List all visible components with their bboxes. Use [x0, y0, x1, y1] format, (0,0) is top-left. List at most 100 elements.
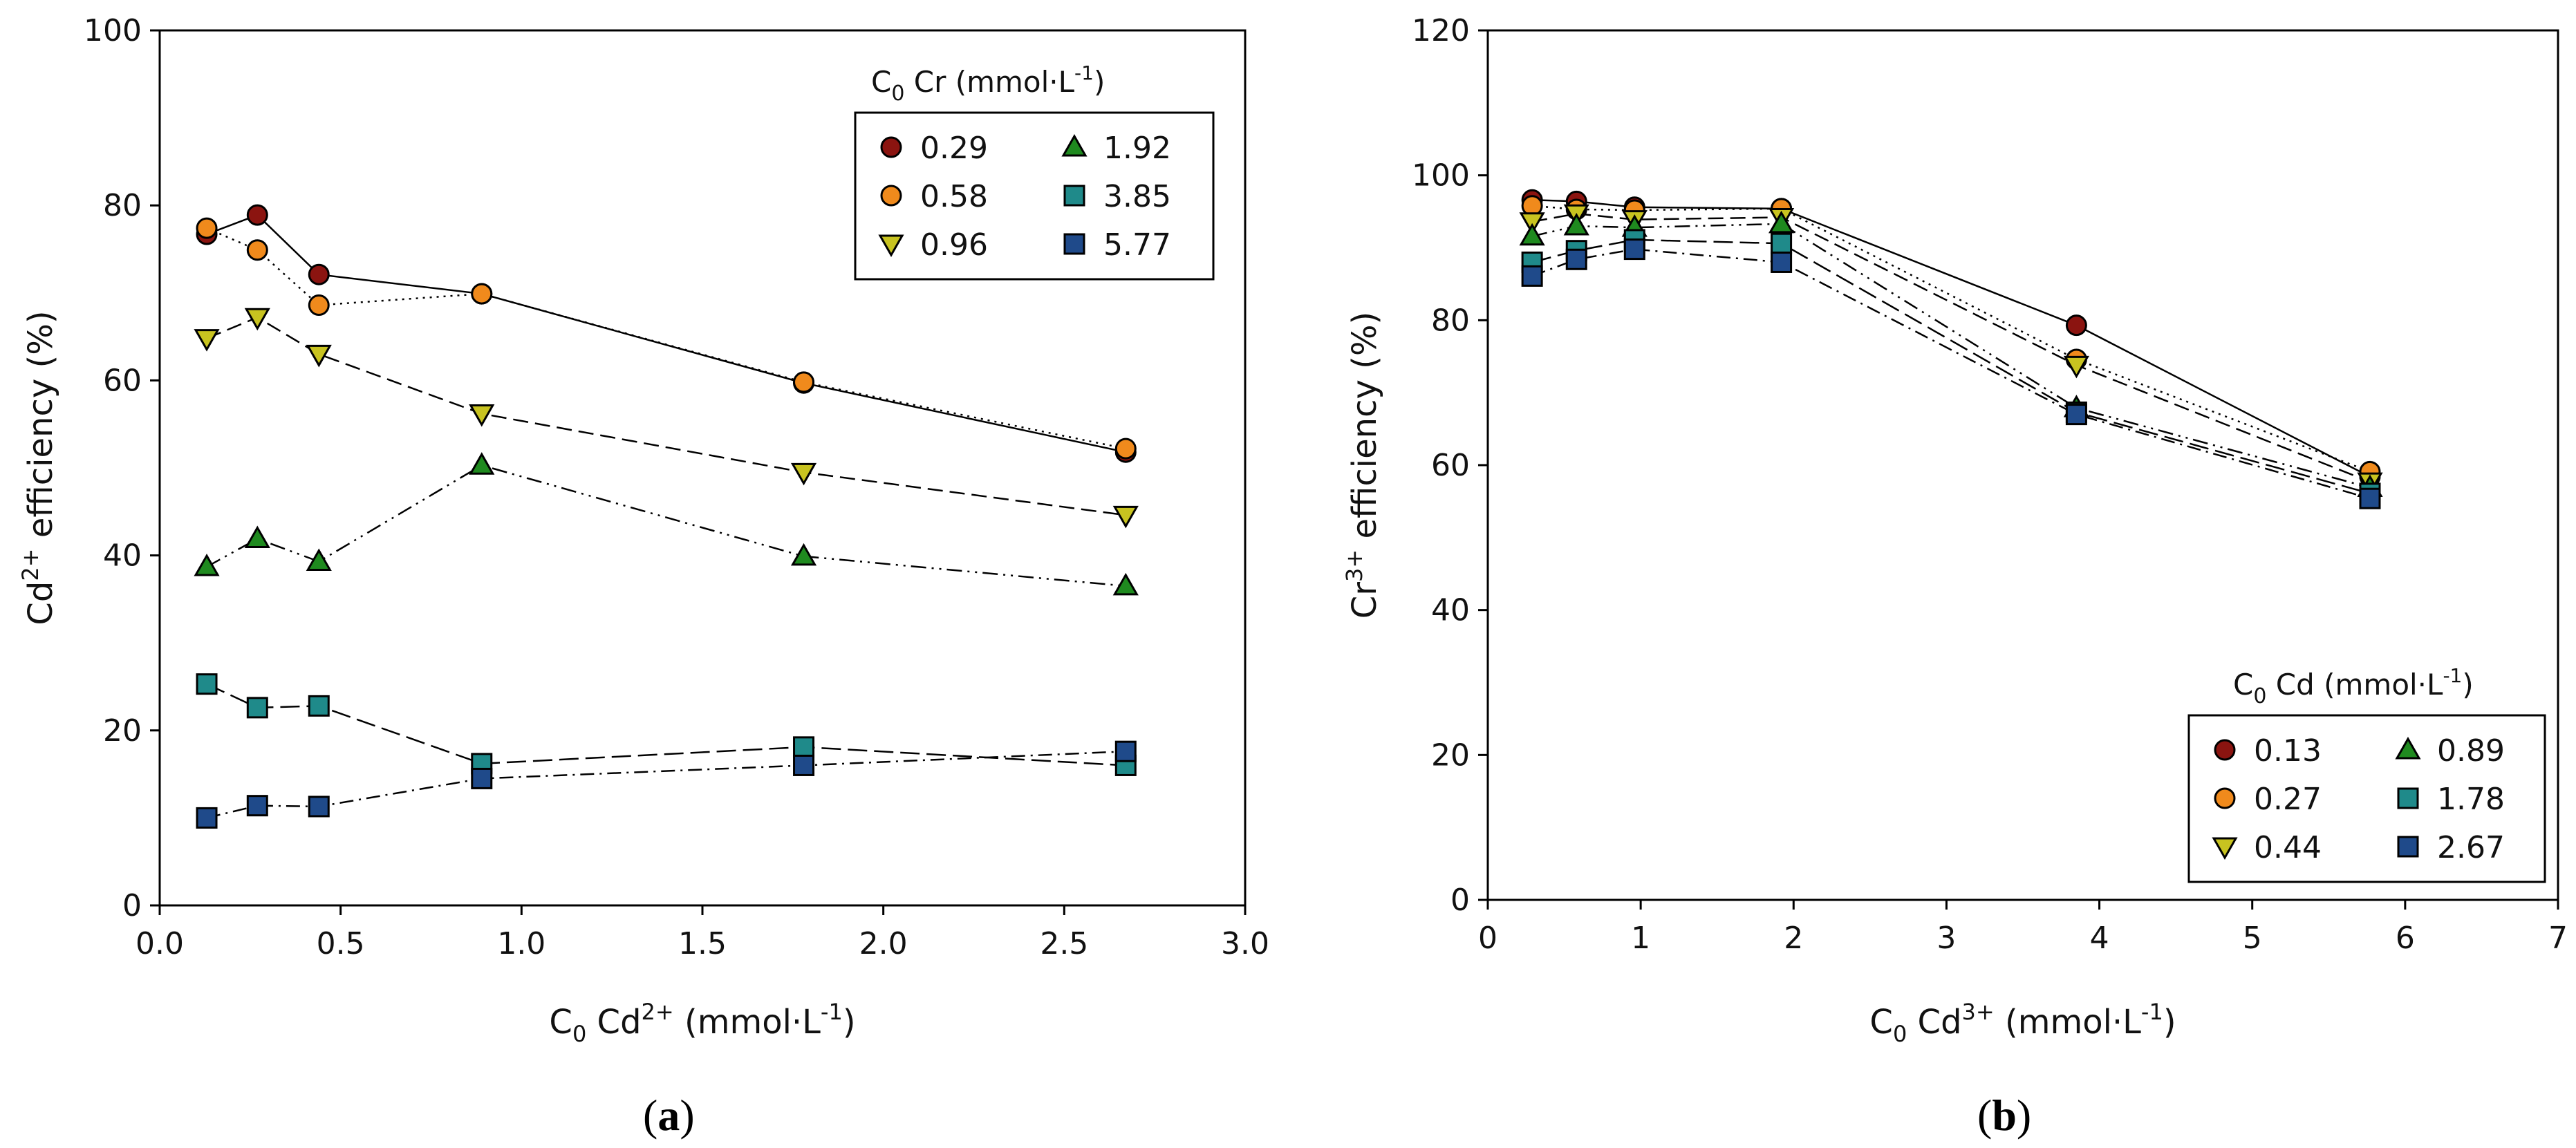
- panel-label-letter: b: [1992, 1091, 2017, 1140]
- legend-marker-0.44: [2212, 837, 2238, 860]
- y-axis-label-main: Cd: [21, 581, 60, 625]
- series-line-1.78: [1531, 238, 2371, 495]
- y-tick-label: 40: [1431, 593, 1470, 628]
- y-tick-label: 100: [84, 13, 142, 48]
- legend-label: 0.89: [2437, 733, 2505, 769]
- data-point-0.58: [793, 371, 815, 393]
- x-tick-label: 2: [1784, 921, 1803, 956]
- x-axis-label-sub: 0: [1893, 1021, 1907, 1047]
- y-tick-label: 60: [103, 363, 142, 398]
- panel-label-close: ): [2017, 1091, 2031, 1140]
- legend-marker-0.29: [880, 136, 902, 158]
- x-tick-label: 6: [2396, 921, 2415, 956]
- legend-label: 2.67: [2437, 830, 2505, 865]
- legend-label: 0.96: [920, 227, 988, 263]
- x-axis-label-mid: Cd: [586, 1003, 641, 1042]
- legend-label: 0.44: [2254, 830, 2322, 865]
- data-point-1.92: [1112, 572, 1139, 596]
- x-tick-label: 2.0: [859, 926, 908, 961]
- legend-box: [2187, 714, 2546, 883]
- y-tick-label: 80: [1431, 303, 1470, 338]
- x-axis-label-unit-sup: -1: [821, 999, 843, 1025]
- y-tick-label: 40: [103, 538, 142, 574]
- data-point-0.58: [246, 239, 268, 261]
- y-tick-label: 80: [103, 188, 142, 223]
- data-point-0.96: [244, 308, 270, 331]
- series-line-1.92: [206, 464, 1126, 587]
- data-point-0.96: [469, 404, 495, 427]
- data-point-1.92: [790, 543, 817, 566]
- legend-label: 0.29: [920, 131, 988, 166]
- legend-title: C0 Cd (mmol·L-1): [2233, 664, 2474, 708]
- data-point-0.58: [196, 217, 218, 239]
- x-axis-label-unit: (mmol·L: [674, 1003, 821, 1042]
- series-line-0.89: [1531, 223, 2371, 489]
- series-line-3.85: [206, 683, 1126, 766]
- data-point-2.67: [2359, 487, 2381, 509]
- data-point-5.77: [793, 754, 815, 776]
- x-axis-label-sup: 2+: [642, 999, 674, 1025]
- x-axis-label: C0 Cd3+ (mmol·L-1): [1869, 999, 2176, 1047]
- data-point-0.58: [471, 283, 493, 305]
- legend-title: C0 Cr (mmol·L-1): [871, 62, 1105, 106]
- legend-marker-1.78: [2397, 787, 2419, 809]
- y-axis-label-rest: efficiency (%): [21, 310, 60, 548]
- y-tick-label: 0: [122, 888, 142, 923]
- y-tick-label: 60: [1431, 448, 1470, 483]
- panel-label-letter: a: [657, 1091, 680, 1140]
- data-point-1.92: [244, 525, 270, 549]
- legend-marker-0.96: [878, 234, 904, 258]
- data-point-5.77: [246, 795, 268, 817]
- legend-marker-0.58: [880, 185, 902, 207]
- data-point-2.67: [1521, 265, 1543, 287]
- y-axis-label-main: Cr: [1345, 582, 1384, 619]
- x-tick-label: 4: [2090, 921, 2109, 956]
- series-line-2.67: [1531, 248, 2371, 500]
- legend-label: 1.92: [1103, 131, 1171, 166]
- legend-label: 0.27: [2254, 782, 2322, 817]
- data-point-3.85: [308, 695, 330, 717]
- data-point-0.58: [1114, 437, 1137, 460]
- legend-title-sub: 0: [891, 82, 904, 106]
- data-point-2.67: [1565, 248, 1587, 270]
- x-axis-label-sup: 3+: [1962, 999, 1995, 1025]
- legend-marker-0.27: [2214, 787, 2236, 809]
- y-tick-label: 120: [1412, 13, 1470, 48]
- x-tick-label: 0.0: [136, 926, 184, 961]
- data-point-0.89: [1768, 210, 1795, 234]
- x-axis-label-unit-sup: -1: [2141, 999, 2163, 1025]
- x-axis-label: C0 Cd2+ (mmol·L-1): [549, 999, 855, 1047]
- data-point-5.77: [1114, 740, 1137, 762]
- data-point-0.96: [306, 344, 332, 368]
- data-point-0.29: [246, 204, 268, 226]
- legend-marker-5.77: [1063, 233, 1085, 255]
- data-point-0.58: [308, 294, 330, 317]
- x-tick-label: 1.0: [497, 926, 545, 961]
- x-axis-label-unit-close: ): [843, 1003, 856, 1042]
- x-tick-label: 0.5: [317, 926, 365, 961]
- y-axis-label-sup: 2+: [17, 548, 44, 581]
- data-point-3.85: [196, 673, 218, 695]
- y-axis-label: Cr3+ efficiency (%): [1341, 312, 1384, 619]
- legend-title-close: ): [2462, 668, 2473, 702]
- y-tick-label: 20: [1431, 737, 1470, 773]
- data-point-5.77: [196, 807, 218, 829]
- data-point-0.89: [1519, 223, 1545, 246]
- x-tick-label: 7: [2548, 921, 2568, 956]
- x-tick-label: 0: [1478, 921, 1497, 956]
- x-axis-label-main: C: [549, 1003, 572, 1042]
- panel-label-close: ): [680, 1091, 694, 1140]
- data-point-0.96: [194, 329, 220, 352]
- legend-marker-3.85: [1063, 185, 1085, 207]
- panel-label: (b): [1977, 1091, 2031, 1140]
- data-point-5.77: [308, 796, 330, 818]
- x-axis-label-sub: 0: [572, 1021, 586, 1047]
- legend-title-main: C: [2233, 668, 2253, 702]
- y-axis-label: Cd2+ efficiency (%): [17, 310, 60, 625]
- data-point-0.89: [1563, 213, 1589, 236]
- x-tick-label: 2.5: [1040, 926, 1088, 961]
- data-point-1.92: [469, 452, 495, 475]
- x-axis-label-main: C: [1869, 1003, 1893, 1042]
